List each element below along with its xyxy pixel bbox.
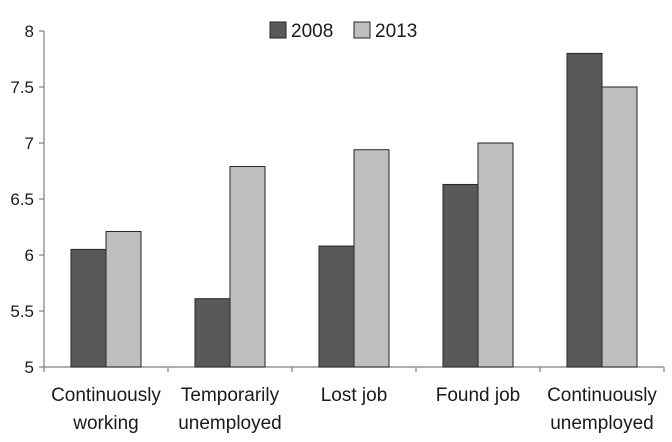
bar-2013-0 — [105, 230, 142, 368]
legend-label-2008: 2008 — [291, 21, 333, 42]
y-tick-label: 6.5 — [10, 190, 34, 209]
bar-2013-4 — [601, 86, 638, 368]
legend-label-2013: 2013 — [375, 21, 417, 42]
x-category-label: Temporarily — [181, 385, 280, 406]
y-tick-label: 5.5 — [10, 302, 34, 321]
x-category-label: Continuously — [51, 385, 161, 406]
bar-2008-4 — [566, 52, 603, 368]
x-category-label: Continuously — [547, 385, 657, 406]
x-category-label: unemployed — [550, 413, 654, 434]
bars — [70, 52, 638, 368]
axes — [39, 30, 665, 372]
legend-swatch-2008 — [269, 21, 287, 39]
x-category-label: Lost job — [321, 385, 388, 406]
bar-2008-2 — [318, 245, 355, 368]
y-tick-label: 7 — [25, 134, 34, 153]
y-tick-label: 5 — [25, 358, 34, 377]
x-category-label: unemployed — [178, 413, 282, 434]
bar-2013-2 — [353, 149, 390, 368]
y-tick-label: 8 — [25, 22, 34, 41]
bar-2008-0 — [70, 248, 107, 368]
y-tick-label: 6 — [25, 246, 34, 265]
bar-2008-1 — [194, 298, 231, 368]
bar-2013-1 — [229, 166, 266, 368]
legend-swatch-2013 — [353, 21, 371, 39]
x-category-label: working — [72, 413, 138, 434]
x-category-labels: Continuously working Temporarily unemployed… — [51, 385, 657, 434]
bar-2008-3 — [442, 183, 479, 368]
y-tick-labels: 5 5.5 6 6.5 7 7.5 8 — [10, 22, 34, 377]
bar-2013-3 — [477, 142, 514, 368]
x-category-label: Found job — [436, 385, 521, 406]
legend: 2008 2013 — [269, 21, 417, 42]
y-tick-label: 7.5 — [10, 78, 34, 97]
